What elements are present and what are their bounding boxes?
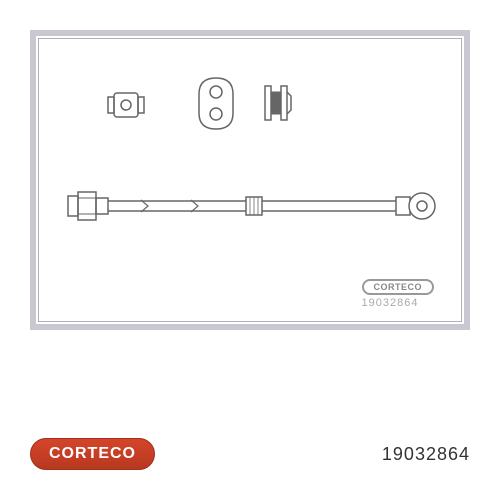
diagram-label: CORTECO 19032864 bbox=[362, 277, 435, 309]
fitting-side-view bbox=[106, 91, 146, 119]
retaining-clip bbox=[261, 84, 293, 122]
part-number: 19032864 bbox=[382, 444, 470, 465]
brand-badge: CORTECO bbox=[30, 438, 155, 470]
brand-logo: CORTECO bbox=[30, 438, 155, 470]
technical-drawing-frame: CORTECO 19032864 bbox=[30, 30, 470, 330]
mounting-bracket bbox=[191, 76, 241, 131]
brake-hose-assembly bbox=[66, 186, 436, 226]
inner-part-number: 19032864 bbox=[362, 297, 435, 309]
inner-brand-badge: CORTECO bbox=[362, 279, 435, 295]
